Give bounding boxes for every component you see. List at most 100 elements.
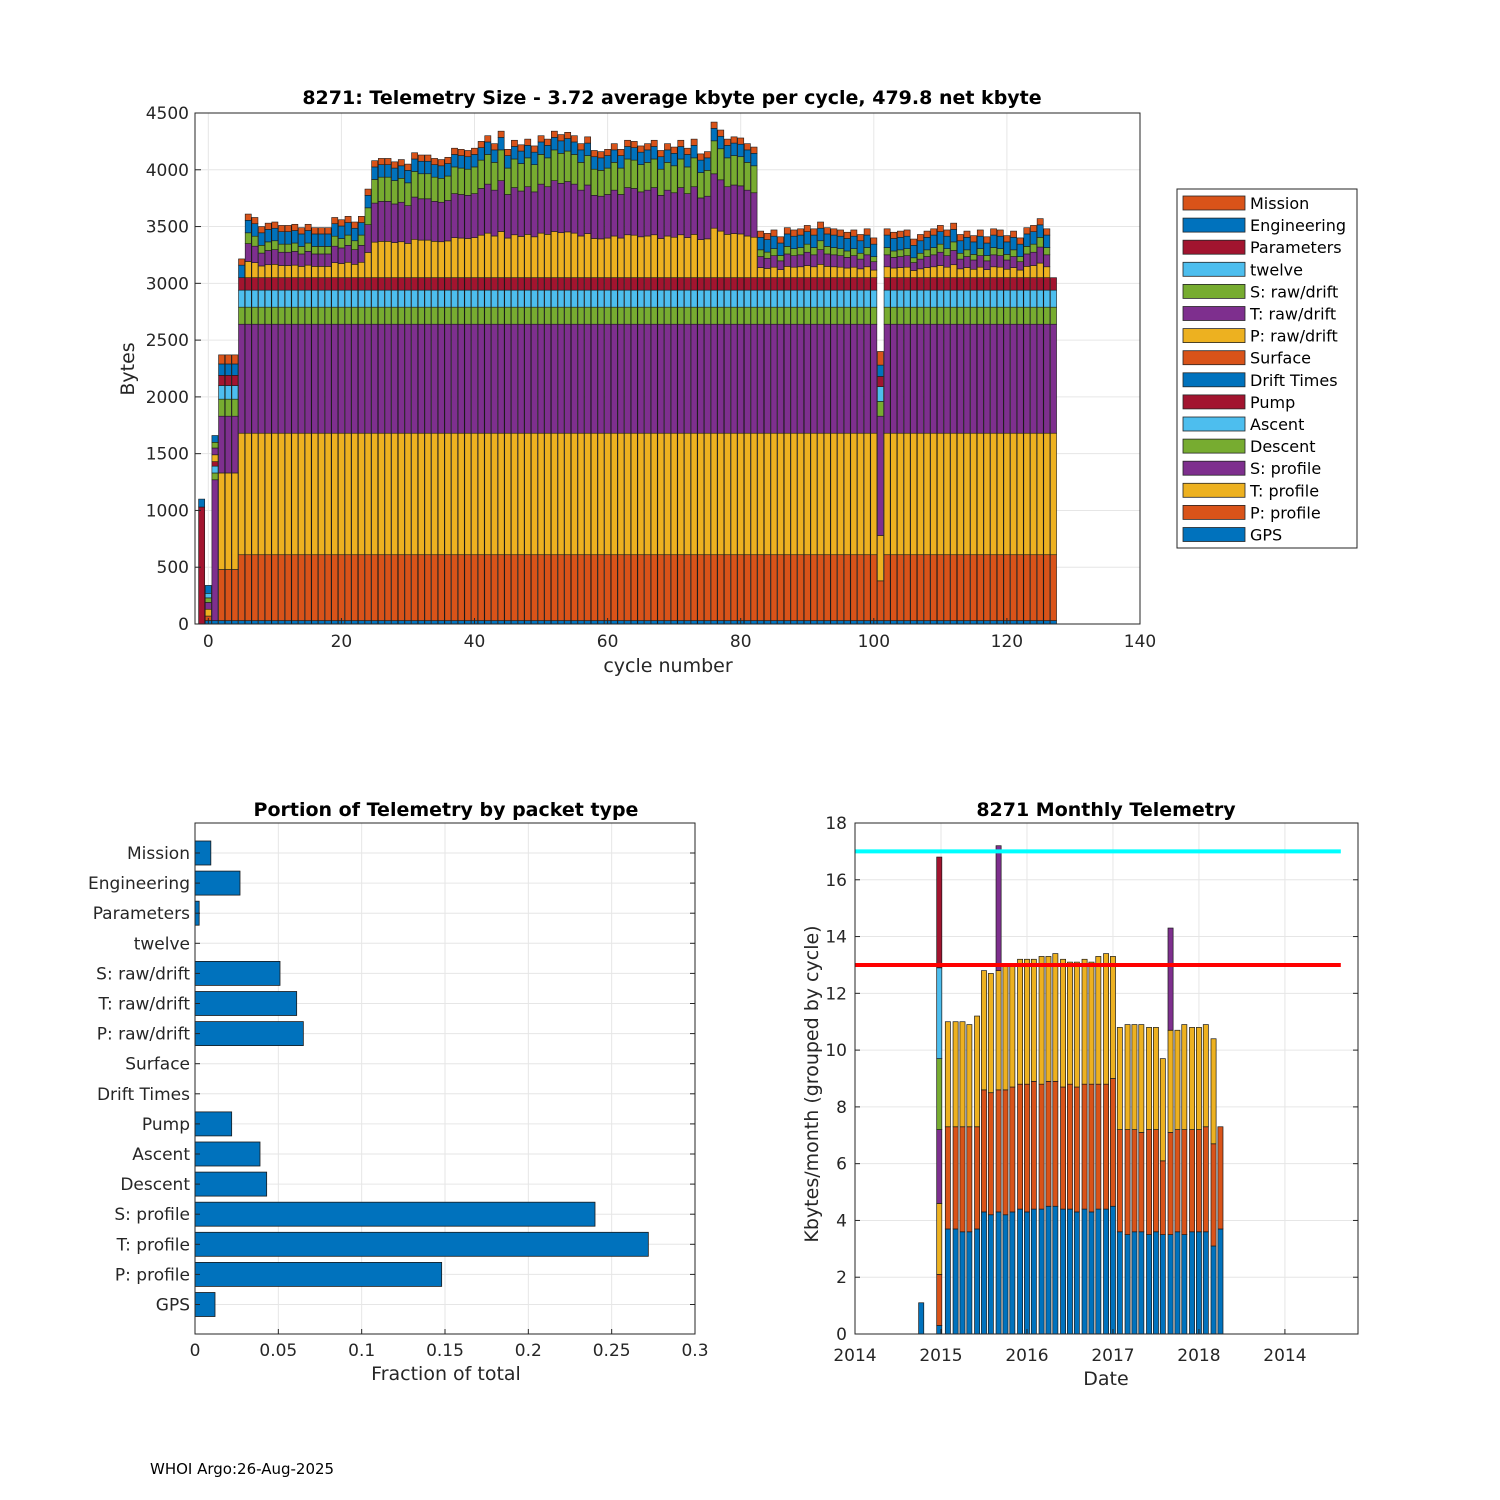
stack-segment [551, 620, 558, 625]
stack-segment [1030, 231, 1037, 245]
stack-segment [584, 432, 592, 556]
monthly-segment [1124, 1234, 1131, 1335]
stack-segment [417, 239, 425, 278]
stack-segment [923, 230, 931, 238]
stack-segment [1010, 277, 1017, 291]
stack-segment [291, 223, 299, 231]
stack-segment [417, 173, 425, 200]
stack-segment [617, 306, 625, 325]
stack-segment [331, 223, 339, 237]
stack-segment [484, 306, 492, 325]
stack-segment [970, 277, 977, 291]
stack-segment [770, 306, 778, 325]
stack-segment [471, 154, 478, 168]
stack-segment [863, 266, 871, 278]
stack-segment [817, 432, 824, 556]
y-tick-label: 12 [825, 984, 847, 1004]
stack-segment [863, 247, 871, 256]
stack-segment [877, 386, 884, 402]
stack-segment [391, 289, 399, 308]
stack-segment [670, 277, 678, 291]
stack-segment [710, 620, 718, 625]
stack-segment [637, 306, 645, 325]
stack-segment [311, 233, 319, 247]
stack-segment [218, 398, 225, 417]
telemetry-size-ylabel: Bytes [117, 342, 139, 395]
stack-segment [590, 150, 598, 158]
stack-segment [943, 554, 951, 621]
stack-segment [870, 243, 878, 257]
stack-segment [411, 171, 418, 198]
stack-segment [737, 277, 745, 291]
stack-segment [737, 323, 745, 434]
stack-segment [823, 227, 831, 235]
stack-segment [990, 289, 997, 308]
stack-segment [684, 166, 691, 194]
stack-segment [1030, 620, 1037, 625]
stack-segment [437, 306, 445, 325]
stack-segment [477, 234, 485, 278]
stack-segment [464, 323, 472, 434]
stack-segment [351, 289, 359, 308]
stack-segment [331, 620, 339, 625]
stack-segment [531, 306, 538, 325]
stack-segment [1030, 251, 1037, 266]
stack-segment [371, 241, 379, 278]
stack-segment [377, 158, 385, 165]
stack-segment [790, 323, 798, 434]
stack-segment [464, 306, 472, 325]
monthly-segment [1146, 1234, 1152, 1335]
stack-segment [457, 277, 465, 291]
stack-segment [311, 620, 319, 625]
stack-segment [743, 189, 751, 237]
stack-segment [298, 432, 305, 556]
stack-segment [577, 149, 585, 163]
monthly-segment [1181, 1234, 1188, 1335]
stack-segment [644, 432, 651, 556]
stack-segment [597, 277, 605, 291]
monthly-segment [952, 1228, 959, 1335]
stack-segment [391, 323, 399, 434]
stack-segment [457, 194, 465, 239]
stack-segment [517, 306, 525, 325]
stack-segment [1030, 289, 1037, 308]
monthly-segment [1116, 1231, 1123, 1335]
monthly-segment [1030, 1208, 1037, 1335]
monthly-segment [1052, 953, 1059, 1082]
monthly-segment [1167, 1234, 1174, 1335]
stack-segment [1010, 237, 1017, 251]
stack-segment [324, 620, 332, 625]
stack-segment [404, 205, 412, 244]
stack-segment [637, 145, 645, 153]
stack-segment [697, 197, 705, 240]
stack-segment [244, 620, 252, 625]
stack-segment [717, 554, 725, 621]
monthly-segment [1038, 1083, 1045, 1210]
stack-segment [570, 135, 578, 143]
stack-segment [424, 239, 432, 278]
stack-segment [897, 432, 904, 556]
stack-segment [743, 432, 751, 556]
stack-segment [590, 323, 598, 434]
stack-segment [743, 620, 751, 625]
stack-segment [391, 277, 399, 291]
stack-segment [750, 620, 758, 625]
monthly-segment [1138, 1024, 1145, 1133]
stack-segment [1003, 254, 1011, 261]
stack-segment [284, 231, 292, 245]
stack-segment [917, 234, 924, 242]
y-tick-label: 1500 [146, 445, 189, 465]
stack-segment [817, 620, 824, 625]
stack-segment [830, 277, 838, 291]
stack-segment [417, 289, 425, 308]
stack-segment [624, 432, 631, 556]
y-tick-label: 10 [825, 1041, 847, 1061]
stack-segment [537, 306, 545, 325]
stack-segment [271, 554, 279, 621]
stack-segment [803, 306, 811, 325]
stack-segment [331, 323, 339, 434]
stack-segment [923, 323, 931, 434]
stack-segment [497, 231, 505, 278]
stack-segment [604, 432, 611, 556]
y-tick-label: 2000 [146, 388, 189, 408]
